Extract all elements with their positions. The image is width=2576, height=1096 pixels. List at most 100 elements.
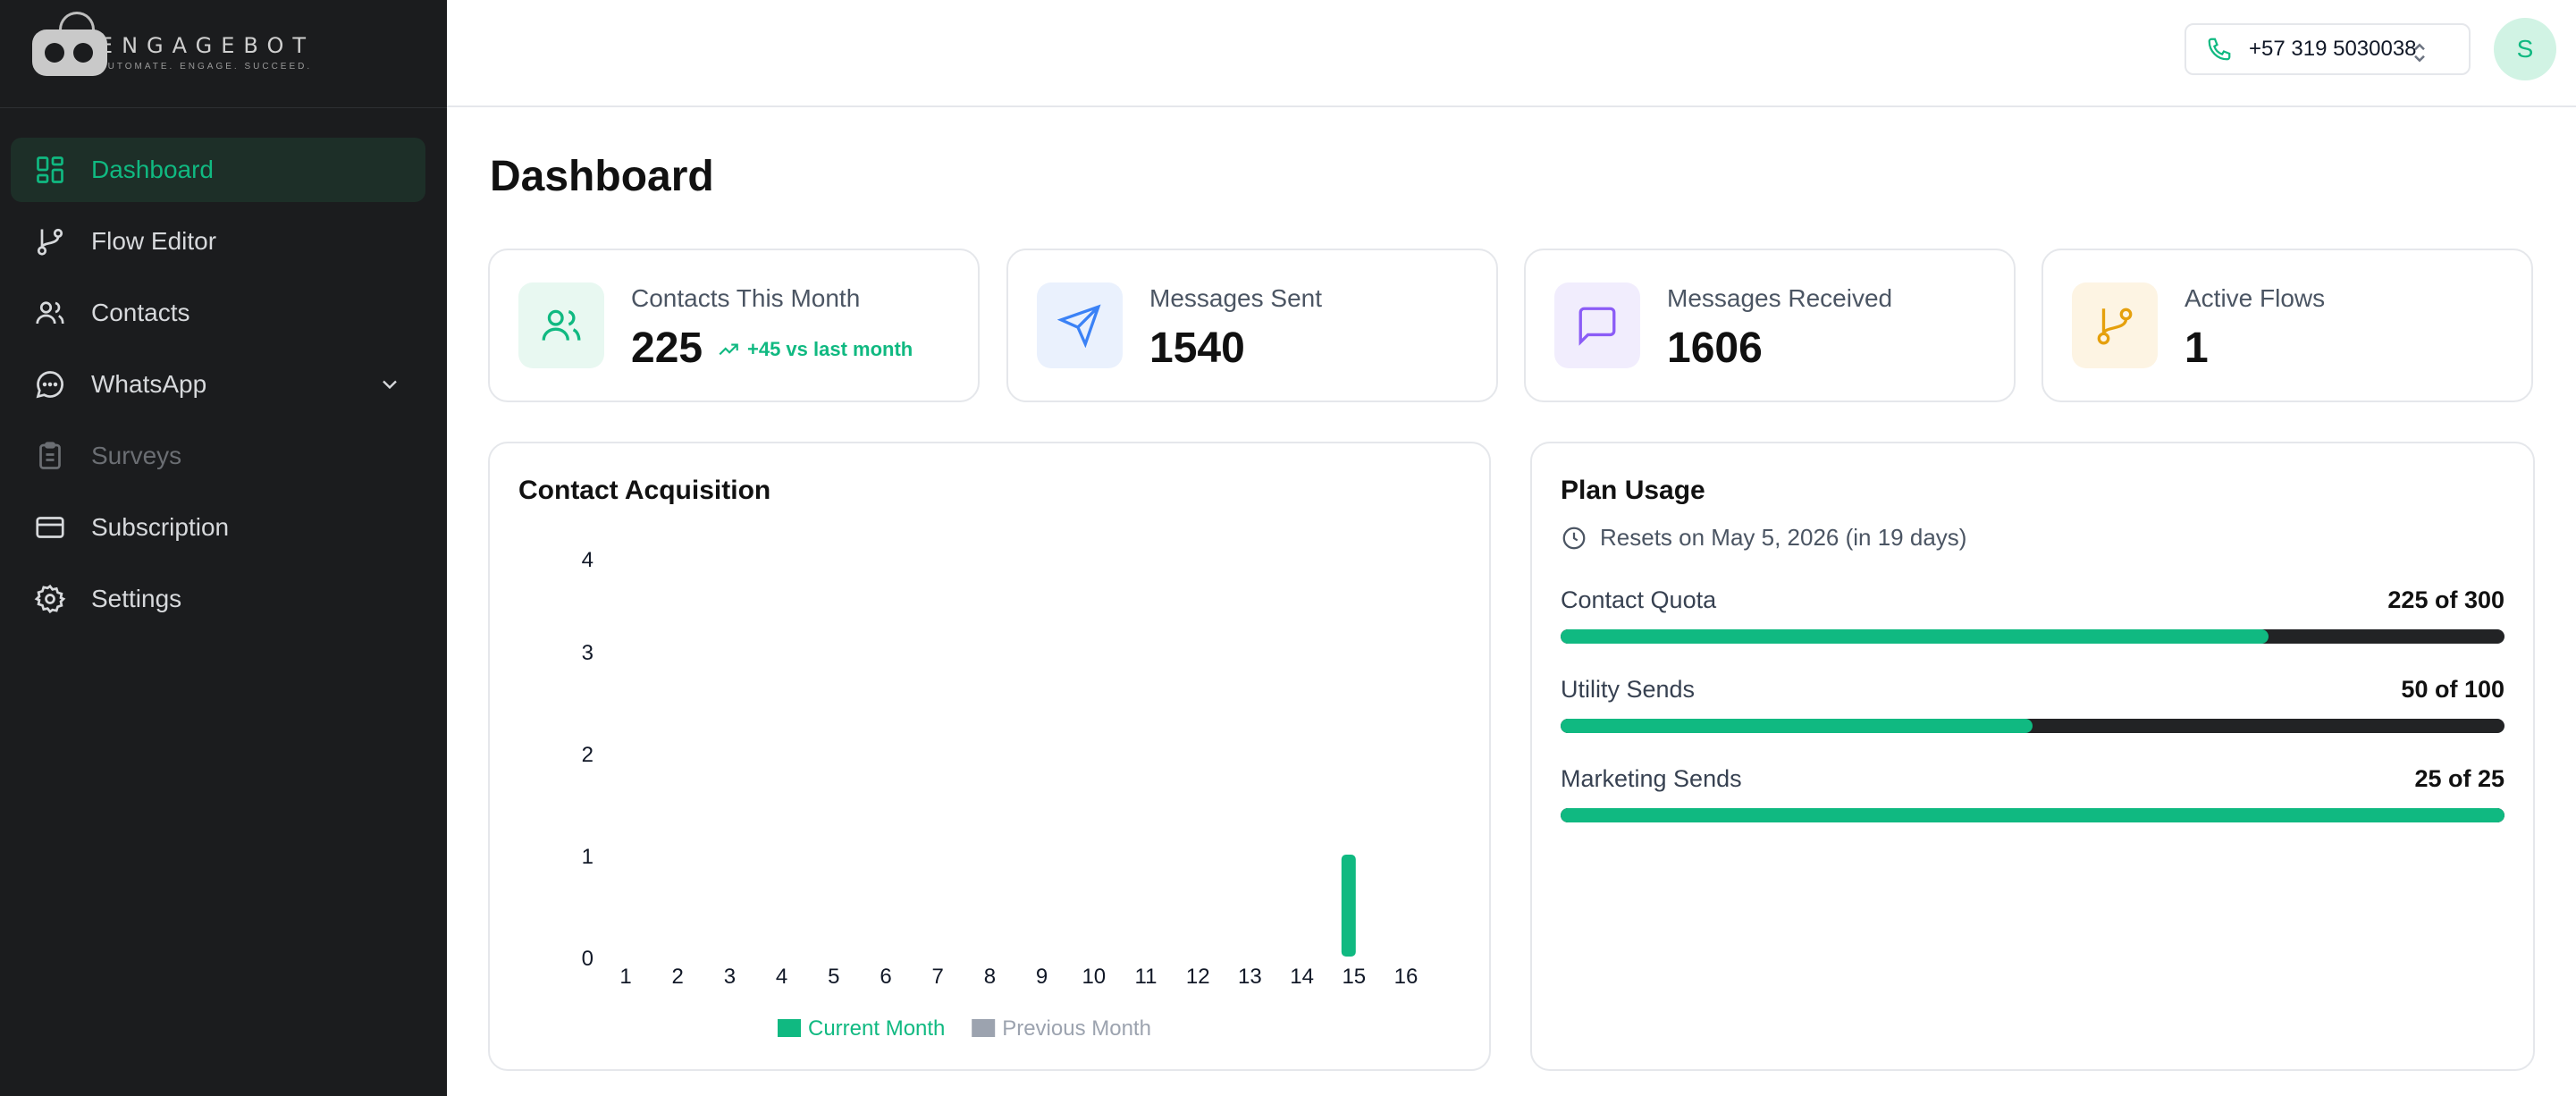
sidebar-divider <box>0 107 447 108</box>
brand-name: ENGAGEBOT <box>98 32 315 58</box>
legend-swatch <box>778 1019 801 1037</box>
sidebar: ENGAGEBOT AUTOMATE. ENGAGE. SUCCEED. Das… <box>0 0 447 1096</box>
avatar[interactable]: S <box>2494 18 2556 80</box>
phone-icon <box>2208 38 2231 61</box>
x-tick-label: 15 <box>1342 965 1366 989</box>
sidebar-item-label: Dashboard <box>91 156 214 183</box>
plan-usage-panel: Plan Usage Resets on May 5, 2026 (in 19 … <box>1530 442 2535 1071</box>
stat-label: Contacts This Month <box>631 284 861 312</box>
stat-delta-text: +45 vs last month <box>747 338 913 360</box>
users-icon <box>32 295 68 331</box>
x-tick-label: 16 <box>1394 965 1418 989</box>
sidebar-item-whatsapp[interactable]: WhatsApp <box>11 352 425 417</box>
panel-title: Contact Acquisition <box>518 476 771 505</box>
stat-card-messages-sent: Messages Sent 1540 <box>1006 249 1498 402</box>
x-tick-label: 14 <box>1290 965 1314 989</box>
usage-value: 25 of 25 <box>2414 765 2504 792</box>
robot-logo-icon <box>29 12 107 92</box>
sidebar-item-dashboard[interactable]: Dashboard <box>11 138 425 202</box>
reset-info: Resets on May 5, 2026 (in 19 days) <box>1561 524 1966 552</box>
x-tick-label: 7 <box>932 965 944 989</box>
y-tick-label: 1 <box>582 845 593 869</box>
usage-row-utility-sends: Utility Sends 50 of 100 <box>1561 676 2504 738</box>
y-tick-label: 0 <box>582 947 593 971</box>
stat-value: 1540 <box>1149 325 1245 372</box>
x-tick-label: 9 <box>1036 965 1048 989</box>
sidebar-item-label: Contacts <box>91 299 190 326</box>
usage-progress-fill <box>1561 629 2269 644</box>
brand-logo[interactable]: ENGAGEBOT AUTOMATE. ENGAGE. SUCCEED. <box>29 7 315 97</box>
sidebar-item-settings[interactable]: Settings <box>11 567 425 631</box>
sidebar-item-flow-editor[interactable]: Flow Editor <box>11 209 425 274</box>
stat-value: 225 <box>631 325 703 372</box>
sidebar-item-label: Settings <box>91 585 182 612</box>
stat-card-active-flows: Active Flows 1 <box>2041 249 2533 402</box>
git-branch-icon <box>32 223 68 259</box>
message-square-icon <box>1554 282 1640 368</box>
x-tick-label: 4 <box>776 965 787 989</box>
legend-label: Previous Month <box>1002 1016 1151 1041</box>
usage-progress-track <box>1561 808 2504 822</box>
top-bar: +57 319 5030038 S <box>447 0 2576 107</box>
x-tick-label: 12 <box>1186 965 1210 989</box>
reset-text: Resets on May 5, 2026 (in 19 days) <box>1600 524 1967 551</box>
brand-tagline: AUTOMATE. ENGAGE. SUCCEED. <box>98 61 313 72</box>
usage-label: Utility Sends <box>1561 676 1696 703</box>
sidebar-nav: Dashboard Flow Editor Contacts WhatsApp <box>11 138 425 638</box>
chevron-down-icon[interactable] <box>377 372 402 397</box>
stat-delta: +45 vs last month <box>717 338 913 361</box>
usage-progress-fill <box>1561 719 2033 733</box>
x-tick-label: 8 <box>984 965 996 989</box>
usage-value: 50 of 100 <box>2401 676 2504 703</box>
contact-acquisition-panel: 0 1 2 3 4 1 2 3 4 5 6 7 8 9 10 11 12 13 14 15 16 Current Mont… <box>488 442 1491 1071</box>
x-tick-label: 6 <box>880 965 891 989</box>
sidebar-item-contacts[interactable]: Contacts <box>11 281 425 345</box>
usage-row-contact-quota: Contact Quota 225 of 300 <box>1561 586 2504 649</box>
send-icon <box>1037 282 1123 368</box>
usage-progress-fill <box>1561 808 2504 822</box>
sidebar-item-label: Subscription <box>91 513 230 541</box>
x-tick-label: 1 <box>619 965 631 989</box>
clipboard-icon <box>32 438 68 474</box>
sidebar-item-label: Surveys <box>91 442 182 469</box>
y-tick-label: 3 <box>582 641 593 665</box>
legend-label: Current Month <box>808 1016 945 1041</box>
dashboard-icon <box>32 152 68 188</box>
usage-row-marketing-sends: Marketing Sends 25 of 25 <box>1561 765 2504 828</box>
users-icon <box>518 282 604 368</box>
gear-icon <box>32 581 68 617</box>
sidebar-item-label: WhatsApp <box>91 370 207 398</box>
stat-card-contacts: Contacts This Month 225 +45 vs last mont… <box>488 249 980 402</box>
stat-label: Messages Received <box>1667 284 1893 312</box>
git-branch-icon <box>2072 282 2158 368</box>
usage-label: Contact Quota <box>1561 586 1717 613</box>
stat-label: Active Flows <box>2185 284 2326 312</box>
page-title: Dashboard <box>490 153 714 200</box>
bar-current-month <box>1341 855 1356 957</box>
sidebar-item-surveys[interactable]: Surveys <box>11 424 425 488</box>
x-tick-label: 5 <box>828 965 839 989</box>
x-tick-label: 3 <box>724 965 736 989</box>
stat-value: 1606 <box>1667 325 1763 372</box>
stat-card-messages-received: Messages Received 1606 <box>1524 249 2016 402</box>
chevron-up-down-icon <box>2414 43 2425 63</box>
y-tick-label: 2 <box>582 743 593 767</box>
usage-label: Marketing Sends <box>1561 765 1742 792</box>
x-tick-label: 11 <box>1135 965 1158 989</box>
usage-progress-track <box>1561 629 2504 644</box>
usage-progress-track <box>1561 719 2504 733</box>
chat-bubble-icon <box>32 367 68 402</box>
panel-title: Plan Usage <box>1561 476 1705 505</box>
sidebar-item-subscription[interactable]: Subscription <box>11 495 425 560</box>
sidebar-item-label: Flow Editor <box>91 227 217 255</box>
phone-number-select[interactable]: +57 319 5030038 <box>2185 23 2471 75</box>
x-tick-label: 2 <box>672 965 684 989</box>
y-tick-label: 4 <box>582 548 593 572</box>
legend-swatch <box>972 1019 996 1037</box>
stat-value: 1 <box>2185 325 2209 372</box>
phone-number-value: +57 319 5030038 <box>2249 37 2417 61</box>
usage-value: 225 of 300 <box>2387 586 2504 613</box>
x-tick-label: 10 <box>1082 965 1106 989</box>
trending-up-icon <box>719 343 738 356</box>
